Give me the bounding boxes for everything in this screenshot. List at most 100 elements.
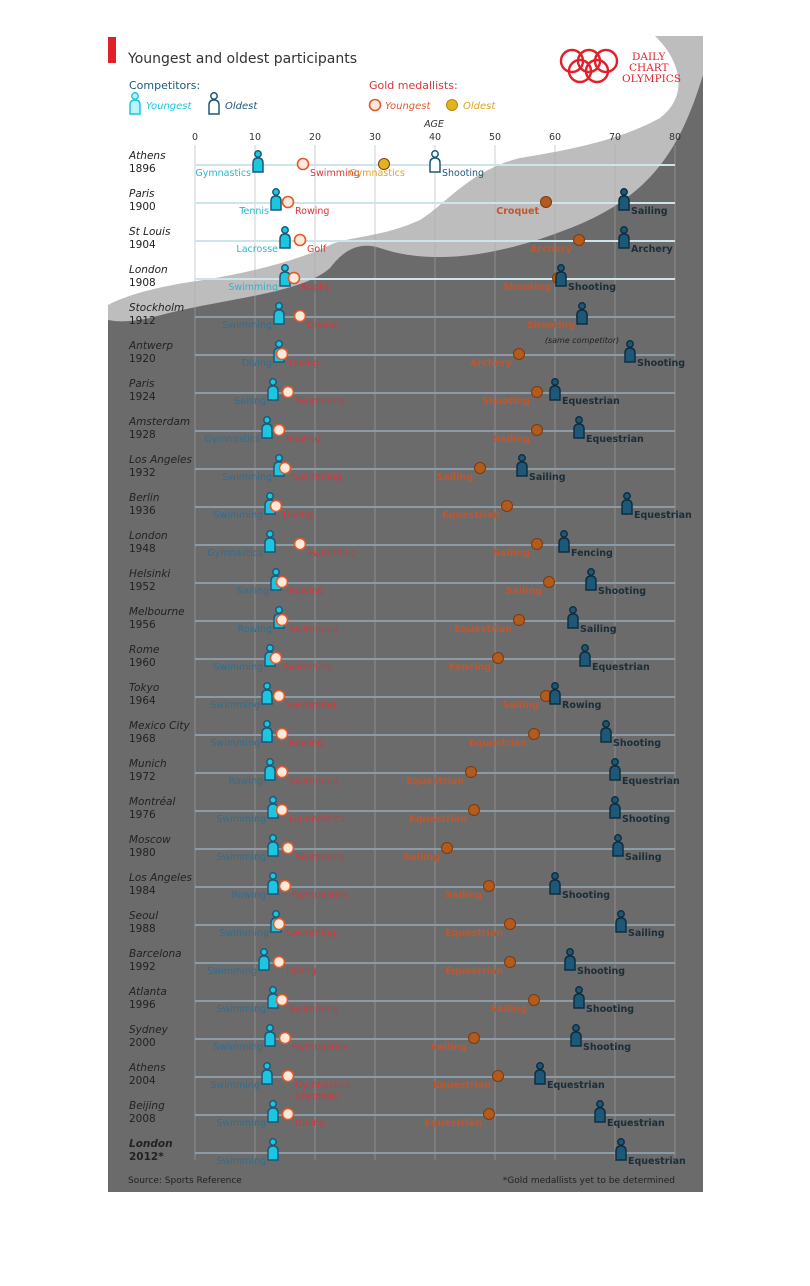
- gold-oldest-sport: Sailing: [502, 700, 539, 711]
- legend-gold-oldest-label: Oldest: [463, 101, 496, 112]
- gold-oldest-sport: Archery: [470, 358, 513, 369]
- gold-youngest-marker: [272, 689, 286, 703]
- city-label: Berlin: [129, 492, 159, 504]
- competitor-oldest-marker: [615, 910, 627, 933]
- gold-youngest-sport: Swimming: [286, 928, 336, 939]
- gold-oldest-sport: Sailing: [493, 548, 530, 559]
- gold-oldest-sport: Equestrian: [424, 1118, 482, 1129]
- gold-youngest-sport: Rowing: [286, 434, 320, 445]
- gold-youngest-sport: Gymnastics: [295, 1080, 351, 1091]
- year-label: 1912: [129, 315, 156, 327]
- gold-youngest-sport: Swimming: [289, 1004, 339, 1015]
- competitor-youngest-marker: [261, 720, 273, 743]
- year-label: 1964: [129, 695, 156, 707]
- gold-oldest-sport: Shooting: [503, 282, 551, 293]
- city-label: Montréal: [129, 796, 175, 808]
- gold-youngest-marker: [278, 461, 292, 475]
- year-label: 1936: [129, 505, 156, 517]
- competitor-youngest-sport: Tennis: [238, 206, 269, 217]
- competitor-youngest-marker: [273, 302, 285, 325]
- year-label: 1972: [129, 771, 156, 783]
- gold-oldest-sport: Equestrian: [406, 776, 464, 787]
- x-tick-label: 20: [309, 132, 321, 143]
- year-label: 1976: [129, 809, 156, 821]
- competitor-oldest-marker: [516, 454, 528, 477]
- gold-youngest-sport: Diving: [295, 1118, 325, 1129]
- competitor-youngest-sport: Swimming: [210, 738, 260, 749]
- year-label: 1984: [129, 885, 156, 897]
- gold-youngest-sport: Diving: [307, 320, 337, 331]
- footnote: *Gold medallists yet to be determined: [503, 1176, 675, 1186]
- gold-oldest-marker: [531, 538, 543, 550]
- competitor-oldest-marker: [564, 948, 576, 971]
- competitor-oldest-sport: Sailing: [529, 472, 566, 483]
- gold-youngest-sport: Swimming: [310, 168, 360, 179]
- city-label: Stockholm: [129, 302, 184, 314]
- legend-oldest-competitor-icon: [208, 92, 220, 115]
- competitor-youngest-sport: Rowing: [229, 776, 263, 787]
- competitor-youngest-marker: [267, 834, 279, 857]
- competitor-oldest-marker: [558, 530, 570, 553]
- gold-youngest-sport: Swimming: [289, 776, 339, 787]
- competitor-oldest-marker: [534, 1062, 546, 1085]
- competitor-youngest-sport: Diving: [242, 358, 272, 369]
- city-label: Los Angeles: [129, 872, 192, 884]
- gold-oldest-sport: Gymnastics: [349, 168, 405, 179]
- year-label: 2012*: [129, 1151, 164, 1163]
- gold-oldest-sport: Equestrian: [409, 814, 467, 825]
- gold-youngest-marker: [269, 499, 283, 513]
- gold-youngest-sport: Swimming: [283, 662, 333, 673]
- chart-title: Youngest and oldest participants: [127, 51, 357, 67]
- competitor-oldest-marker: [570, 1024, 582, 1047]
- competitor-oldest-sport: Sailing: [625, 852, 662, 863]
- competitor-youngest-sport: Swimming: [222, 472, 272, 483]
- gold-oldest-marker: [531, 424, 543, 436]
- gold-oldest-sport: Sailing: [493, 434, 530, 445]
- gold-oldest-sport: Shooting: [527, 320, 575, 331]
- competitor-youngest-marker: [279, 226, 291, 249]
- competitor-oldest-marker: [555, 264, 567, 287]
- legend-oldest-figure: [208, 92, 220, 115]
- competitor-oldest-sport: Shooting: [586, 1004, 634, 1015]
- city-label: Antwerp: [128, 340, 173, 352]
- gold-youngest-marker: [275, 803, 289, 817]
- city-label: Mexico City: [129, 720, 191, 732]
- year-label: 1920: [129, 353, 156, 365]
- competitor-oldest-marker: [573, 986, 585, 1009]
- gold-oldest-marker: [528, 994, 540, 1006]
- city-label: St Louis: [129, 226, 171, 238]
- competitor-youngest-sport: Swimming: [219, 928, 269, 939]
- gold-youngest-marker: [275, 575, 289, 589]
- city-label: Beijing: [129, 1100, 165, 1112]
- competitor-youngest-sport: Swimming: [216, 852, 266, 863]
- competitor-youngest-sport: Swimming: [210, 1080, 260, 1091]
- year-label: 2004: [129, 1075, 156, 1087]
- gold-oldest-sport: Sailing: [490, 1004, 527, 1015]
- gold-oldest-marker: [501, 500, 513, 512]
- competitor-oldest-marker: [609, 758, 621, 781]
- legend-youngest-competitor-icon: [129, 92, 141, 115]
- white-wave-shape: [108, 36, 679, 305]
- brand-chart: CHART: [629, 62, 669, 74]
- competitor-oldest-sport: Sailing: [631, 206, 668, 217]
- gold-youngest-sport: Diving: [289, 358, 319, 369]
- year-label: 1956: [129, 619, 156, 631]
- city-label: Tokyo: [129, 682, 159, 694]
- gold-oldest-marker: [504, 918, 516, 930]
- competitor-oldest-sport: Shooting: [562, 890, 610, 901]
- city-label: London: [129, 264, 168, 276]
- brand-olympics: OLYMPICS: [622, 73, 681, 85]
- competitor-oldest-sport: Shooting: [613, 738, 661, 749]
- gridlines: [194, 145, 676, 1160]
- competitor-oldest-sport: Shooting: [583, 1042, 631, 1053]
